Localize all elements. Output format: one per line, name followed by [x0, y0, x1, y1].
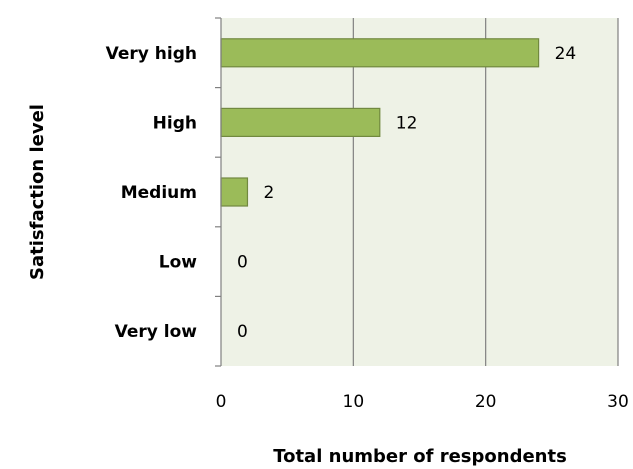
plot-area: [221, 18, 618, 366]
bar: [220, 107, 381, 138]
x-tick-label: 10: [343, 392, 365, 412]
data-label: 0: [237, 322, 248, 342]
y-axis-title: Satisfaction level: [27, 104, 48, 280]
category-label: Very low: [115, 322, 198, 342]
x-tick-label: 30: [607, 392, 629, 412]
x-tick-label: 20: [475, 392, 497, 412]
bar: [220, 38, 540, 68]
data-label: 0: [237, 253, 248, 273]
x-tick-label: 0: [216, 392, 227, 412]
category-label: Very high: [106, 44, 197, 64]
category-label: High: [153, 113, 197, 133]
data-label: 24: [555, 44, 577, 64]
category-label: Medium: [121, 183, 197, 203]
data-label: 2: [263, 183, 274, 203]
bar: [220, 177, 249, 207]
x-axis-title: Total number of respondents: [273, 446, 567, 467]
data-label: 12: [396, 113, 418, 133]
category-label: Low: [159, 253, 198, 273]
